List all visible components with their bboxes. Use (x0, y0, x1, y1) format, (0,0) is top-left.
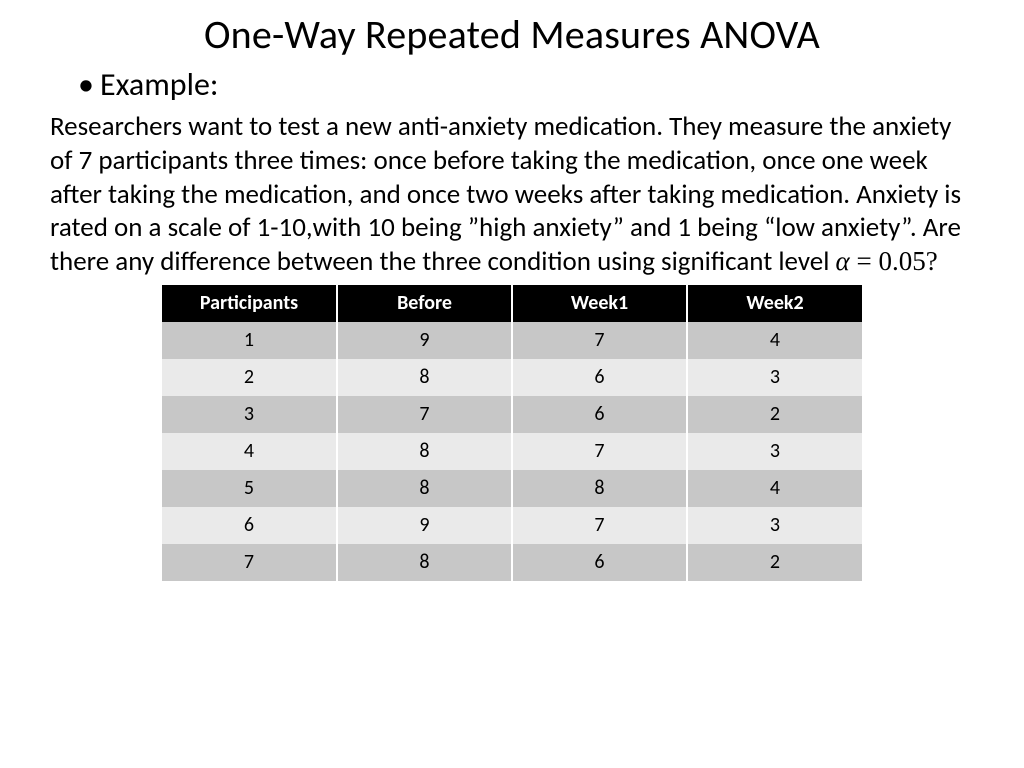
example-label: Example: (100, 65, 218, 104)
example-paragraph: Researchers want to test a new anti-anxi… (50, 110, 974, 279)
paragraph-text: Researchers want to test a new anti-anxi… (50, 110, 961, 278)
table-cell: 8 (337, 544, 512, 581)
table-row: 4 8 7 3 (162, 433, 862, 470)
alpha-value: 0.05? (878, 246, 937, 276)
table-cell: 4 (162, 433, 337, 470)
table-cell: 7 (512, 322, 687, 359)
table-cell: 6 (512, 544, 687, 581)
table-cell: 4 (687, 470, 862, 507)
table-cell: 3 (162, 396, 337, 433)
table-row: 2 8 6 3 (162, 359, 862, 396)
table-cell: 3 (687, 507, 862, 544)
col-header-week1: Week1 (512, 285, 687, 322)
table-cell: 1 (162, 322, 337, 359)
anova-data-table: Participants Before Week1 Week2 1 9 7 4 … (162, 285, 862, 581)
table-cell: 9 (337, 507, 512, 544)
table-cell: 5 (162, 470, 337, 507)
col-header-week2: Week2 (687, 285, 862, 322)
table-cell: 6 (512, 359, 687, 396)
table-cell: 7 (162, 544, 337, 581)
table-row: 1 9 7 4 (162, 322, 862, 359)
table-cell: 8 (337, 470, 512, 507)
table-cell: 7 (337, 396, 512, 433)
bullet-dot-icon: • (78, 65, 100, 104)
table-cell: 2 (162, 359, 337, 396)
table-cell: 3 (687, 433, 862, 470)
table-cell: 7 (512, 433, 687, 470)
table-cell: 8 (512, 470, 687, 507)
table-cell: 4 (687, 322, 862, 359)
table-cell: 7 (512, 507, 687, 544)
table-cell: 6 (162, 507, 337, 544)
table-row: 3 7 6 2 (162, 396, 862, 433)
table-cell: 2 (687, 544, 862, 581)
table-row: 6 9 7 3 (162, 507, 862, 544)
table-body: 1 9 7 4 2 8 6 3 3 7 6 2 4 8 7 3 5 8 8 4 (162, 322, 862, 581)
table-cell: 8 (337, 359, 512, 396)
table-cell: 8 (337, 433, 512, 470)
table-cell: 3 (687, 359, 862, 396)
alpha-symbol: α (836, 246, 850, 276)
example-bullet: •Example: (78, 65, 974, 104)
table-header-row: Participants Before Week1 Week2 (162, 285, 862, 322)
table-cell: 6 (512, 396, 687, 433)
table-cell: 2 (687, 396, 862, 433)
table-cell: 9 (337, 322, 512, 359)
col-header-participants: Participants (162, 285, 337, 322)
col-header-before: Before (337, 285, 512, 322)
table-row: 5 8 8 4 (162, 470, 862, 507)
equals-sign: = (850, 246, 879, 276)
table-row: 7 8 6 2 (162, 544, 862, 581)
page-title: One-Way Repeated Measures ANOVA (50, 10, 974, 59)
